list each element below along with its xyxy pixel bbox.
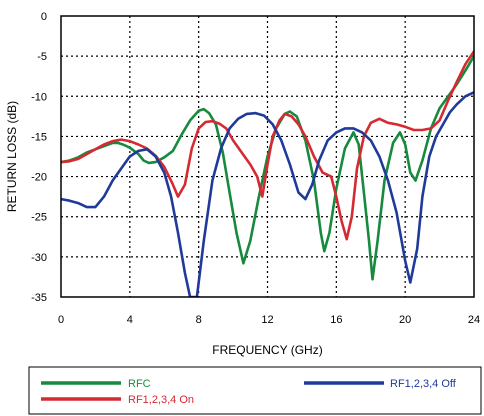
x-tick-label: 20 (399, 314, 411, 326)
legend-label-rf-off: RF1,2,3,4 Off (390, 378, 457, 390)
series-layer (61, 50, 474, 297)
x-tick-label: 12 (261, 314, 273, 326)
y-tick-label: -35 (31, 292, 47, 304)
y-tick-label: -30 (31, 252, 47, 264)
y-tick-label: -25 (31, 212, 47, 224)
x-tick-label: 8 (196, 314, 202, 326)
x-tick-label: 16 (330, 314, 342, 326)
tick-label-layer: 0 4 8 12 16 20 24 0 -5 -10 -15 -20 -25 -30 -35 (31, 11, 480, 326)
y-tick-label: -15 (31, 131, 47, 143)
legend-label-rf-on: RF1,2,3,4 On (128, 394, 194, 406)
plot-frame (60, 15, 475, 298)
y-tick-label: -20 (31, 172, 47, 184)
y-tick-label: -5 (37, 51, 47, 63)
legend-label-rfc: RFC (128, 378, 151, 390)
x-axis-title: FREQUENCY (GHz) (212, 343, 322, 357)
legend-box (28, 366, 482, 415)
x-tick-label: 4 (127, 314, 133, 326)
y-tick-label: -10 (31, 91, 47, 103)
x-tick-label: 24 (468, 314, 480, 326)
y-axis-title: RETURN LOSS (dB) (5, 101, 19, 212)
grid-layer (61, 16, 474, 297)
series-line-rf1-2-3-4-on (61, 50, 474, 241)
series-line-rf1-2-3-4-off (61, 91, 474, 297)
y-tick-label: 0 (41, 11, 47, 23)
x-tick-label: 0 (58, 314, 64, 326)
